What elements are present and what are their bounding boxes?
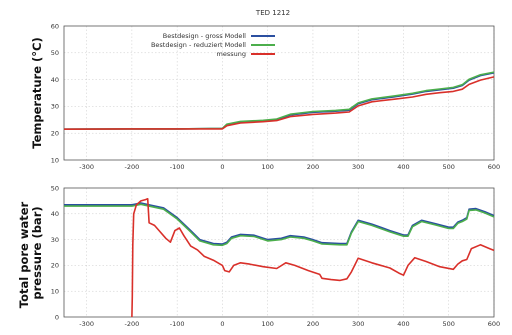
pressure-grid xyxy=(64,188,495,317)
pressure-y-tick-labels: 0 10 20 30 40 50 xyxy=(51,184,59,321)
pressure-y-tick-label: 0 xyxy=(55,313,59,321)
pressure-series-bestdesign-reduziert-modell xyxy=(64,203,495,247)
pressure-x-tick-label: -100 xyxy=(170,320,185,328)
pressure-x-tick-label: 500 xyxy=(443,320,455,328)
legend-label-reduziert-modell: Bestdesign - reduziert Modell xyxy=(151,41,246,49)
temperature-x-tick-label: 100 xyxy=(261,163,273,171)
pressure-y-tick-label: 10 xyxy=(51,288,59,296)
temperature-x-tick-label: 500 xyxy=(443,163,455,171)
temperature-x-tick-label: 0 xyxy=(220,163,224,171)
temperature-y-tick-label: 50 xyxy=(51,49,59,57)
temperature-plot-frame xyxy=(63,25,495,161)
temperature-y-tick-label: 10 xyxy=(51,156,59,164)
legend-label-gross-modell: Bestdesign - gross Modell xyxy=(163,32,246,40)
pressure-y-tick-label: 30 xyxy=(51,236,59,244)
pressure-x-tick-labels: -300 -200 -100 0 100 200 300 400 500 600 xyxy=(79,320,500,328)
pressure-panel: 0 10 20 30 40 50 -300 -200 -100 0 100 200 300 400 500… xyxy=(17,184,500,328)
temperature-y-tick-label: 30 xyxy=(51,103,59,111)
pressure-axis-label: Total pore water pressure (bar) xyxy=(17,198,44,308)
pressure-x-tick-label: 300 xyxy=(352,320,364,328)
temperature-y-tick-label: 20 xyxy=(51,130,59,138)
pressure-x-tick-label: 100 xyxy=(261,320,273,328)
pressure-x-tick-label: -300 xyxy=(79,320,94,328)
temperature-axis-label: Temperature (°C) xyxy=(30,37,44,148)
temperature-panel: 10 20 30 40 50 60 -300 -200 -100 0 100 200 300 400 50… xyxy=(30,22,500,171)
temperature-y-tick-label: 40 xyxy=(51,76,59,84)
temperature-x-tick-label: -300 xyxy=(79,163,94,171)
pressure-series-bestdesign-gross-modell xyxy=(64,202,495,245)
legend-label-messung: messung xyxy=(217,50,246,58)
pressure-x-tick-label: 400 xyxy=(397,320,409,328)
temperature-x-tick-labels: -300 -200 -100 0 100 200 300 400 500 600 xyxy=(79,163,500,171)
pressure-y-tick-label: 20 xyxy=(51,262,59,270)
temperature-x-tick-label: 400 xyxy=(397,163,409,171)
pressure-axis-label-line1: Total pore water xyxy=(17,201,31,308)
temperature-x-tick-label: 200 xyxy=(307,163,319,171)
pressure-y-tick-label: 50 xyxy=(51,184,59,192)
pressure-x-tick-label: 200 xyxy=(307,320,319,328)
temperature-series-messung xyxy=(63,76,495,130)
pressure-plot-frame xyxy=(63,187,495,318)
pressure-series-group xyxy=(64,198,495,318)
legend: Bestdesign - gross Modell Bestdesign - r… xyxy=(151,32,275,58)
temperature-x-tick-label: -200 xyxy=(125,163,140,171)
temperature-series-group xyxy=(63,71,495,130)
pressure-y-tick-label: 40 xyxy=(51,210,59,218)
temperature-x-tick-label: 600 xyxy=(488,163,500,171)
temperature-x-tick-label: -100 xyxy=(170,163,185,171)
temperature-x-tick-label: 300 xyxy=(352,163,364,171)
temperature-series-bestdesign-reduziert-modell xyxy=(63,71,495,130)
pressure-x-tick-label: 600 xyxy=(488,320,500,328)
chart-title: TED 1212 xyxy=(255,9,290,17)
pressure-x-tick-label: -200 xyxy=(125,320,140,328)
temperature-y-tick-label: 60 xyxy=(51,22,59,30)
temperature-y-tick-labels: 10 20 30 40 50 60 xyxy=(51,22,59,164)
pressure-x-tick-label: 0 xyxy=(220,320,224,328)
pressure-axis-label-line2: pressure (bar) xyxy=(30,206,44,299)
pressure-series-messung xyxy=(131,198,495,318)
temperature-grid xyxy=(64,26,495,160)
